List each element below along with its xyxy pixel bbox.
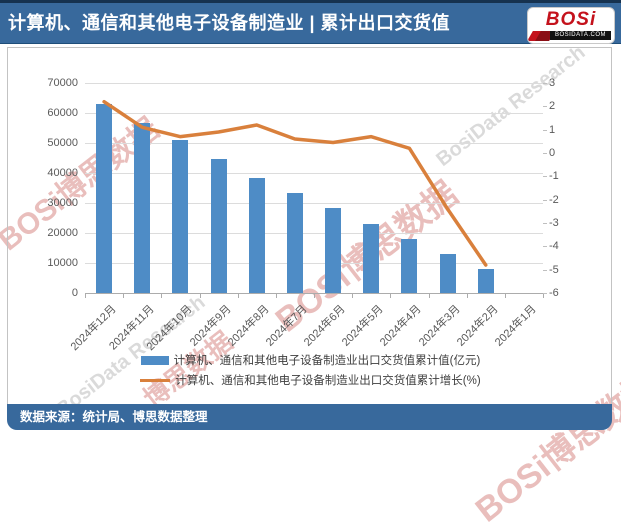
right-axis-tick-label: 3 (549, 77, 556, 89)
bar (210, 158, 227, 293)
data-source: 数据来源：统计局、博思数据整理 (20, 410, 208, 424)
legend-item-line-series: 计算机、通信和其他电子设备制造业出口交货值累计增长(%) (140, 370, 481, 390)
top-border (0, 0, 621, 3)
x-axis-tick (123, 294, 125, 298)
right-axis-tick-label: -2 (549, 193, 559, 206)
bar (286, 193, 303, 293)
chart-title: 计算机、通信和其他电子设备制造业 | 累计出口交货值 (8, 13, 451, 33)
right-axis-tick-label: -1 (549, 170, 559, 183)
right-axis-tick (543, 106, 547, 108)
x-axis-tick (275, 294, 277, 298)
gridline (85, 113, 543, 114)
right-axis-tick-label: 2 (549, 100, 556, 113)
x-axis-tick (199, 294, 201, 298)
x-axis-tick (428, 294, 430, 298)
bar (363, 223, 380, 293)
bar (172, 139, 189, 293)
gridline (85, 263, 543, 264)
x-axis-tick (161, 294, 163, 298)
growth-line (102, 99, 488, 267)
x-axis-tick (237, 294, 239, 298)
right-axis-tick-label: -6 (549, 287, 559, 299)
source-bar: 数据来源：统计局、博思数据整理 (7, 404, 612, 430)
logo-domain: BOSIDATA.COM (550, 31, 611, 40)
bar-series-swatch-icon (140, 355, 169, 365)
gridline (85, 233, 543, 234)
line-series-swatch-icon (140, 378, 171, 382)
legend-item-bar-series: 计算机、通信和其他电子设备制造业出口交货值累计值(亿元) (140, 350, 481, 370)
x-axis-tick (352, 294, 354, 298)
left-axis-tick-label: 0 (71, 287, 78, 299)
growth-line-path (102, 99, 488, 267)
right-axis-tick-label: 1 (549, 123, 556, 136)
chart-frame (7, 47, 612, 404)
bar (401, 239, 418, 293)
left-axis-tick-label: 50000 (47, 137, 78, 149)
bar (248, 178, 265, 293)
x-axis-line (85, 293, 543, 294)
left-axis-tick-label: 60000 (47, 107, 78, 119)
right-axis-tick (543, 153, 547, 154)
x-axis-tick (504, 294, 506, 298)
right-axis-tick-label: -4 (549, 240, 559, 253)
gridline (85, 173, 543, 174)
right-axis-tick (543, 199, 547, 201)
left-axis-tick-label: 70000 (47, 77, 78, 89)
gridline (85, 143, 543, 144)
gridline (85, 83, 543, 84)
x-axis-tick (543, 294, 544, 298)
x-axis-tick (466, 294, 468, 298)
right-axis-tick-label: -5 (549, 263, 559, 276)
left-axis-tick-label: 30000 (47, 197, 78, 209)
right-axis-tick (543, 83, 547, 84)
bar (325, 208, 342, 293)
bosi-logo: BOSi BOSIDATA.COM (527, 7, 615, 44)
left-axis-tick-label: 10000 (47, 257, 78, 269)
x-axis-tick (314, 294, 315, 298)
bar (134, 122, 151, 293)
legend-label: 计算机、通信和其他电子设备制造业出口交货值累计值(亿元) (173, 355, 481, 367)
right-axis-tick (543, 246, 547, 248)
right-axis-tick-label: -3 (549, 217, 559, 229)
chart-legend: 计算机、通信和其他电子设备制造业出口交货值累计值(亿元) 计算机、通信和其他电子… (0, 350, 621, 390)
right-axis-tick (543, 223, 547, 224)
right-axis-tick (543, 269, 547, 271)
legend-label: 计算机、通信和其他电子设备制造业出口交货值累计增长(%) (175, 375, 481, 387)
left-axis-tick-label: 20000 (47, 227, 78, 239)
title-bar: 计算机、通信和其他电子设备制造业 | 累计出口交货值 (0, 3, 621, 44)
right-axis-tick (543, 129, 547, 131)
gridline (85, 203, 543, 204)
bar (439, 253, 456, 293)
right-axis-tick (543, 176, 547, 178)
x-axis-tick (85, 294, 86, 298)
x-axis-tick (390, 294, 392, 298)
right-axis-tick (543, 293, 547, 294)
right-axis-tick-label: 0 (549, 147, 556, 159)
bar (477, 269, 494, 293)
left-axis-tick-label: 40000 (47, 167, 78, 179)
logo-wordmark: BOSi (545, 9, 597, 30)
bar (96, 104, 113, 293)
